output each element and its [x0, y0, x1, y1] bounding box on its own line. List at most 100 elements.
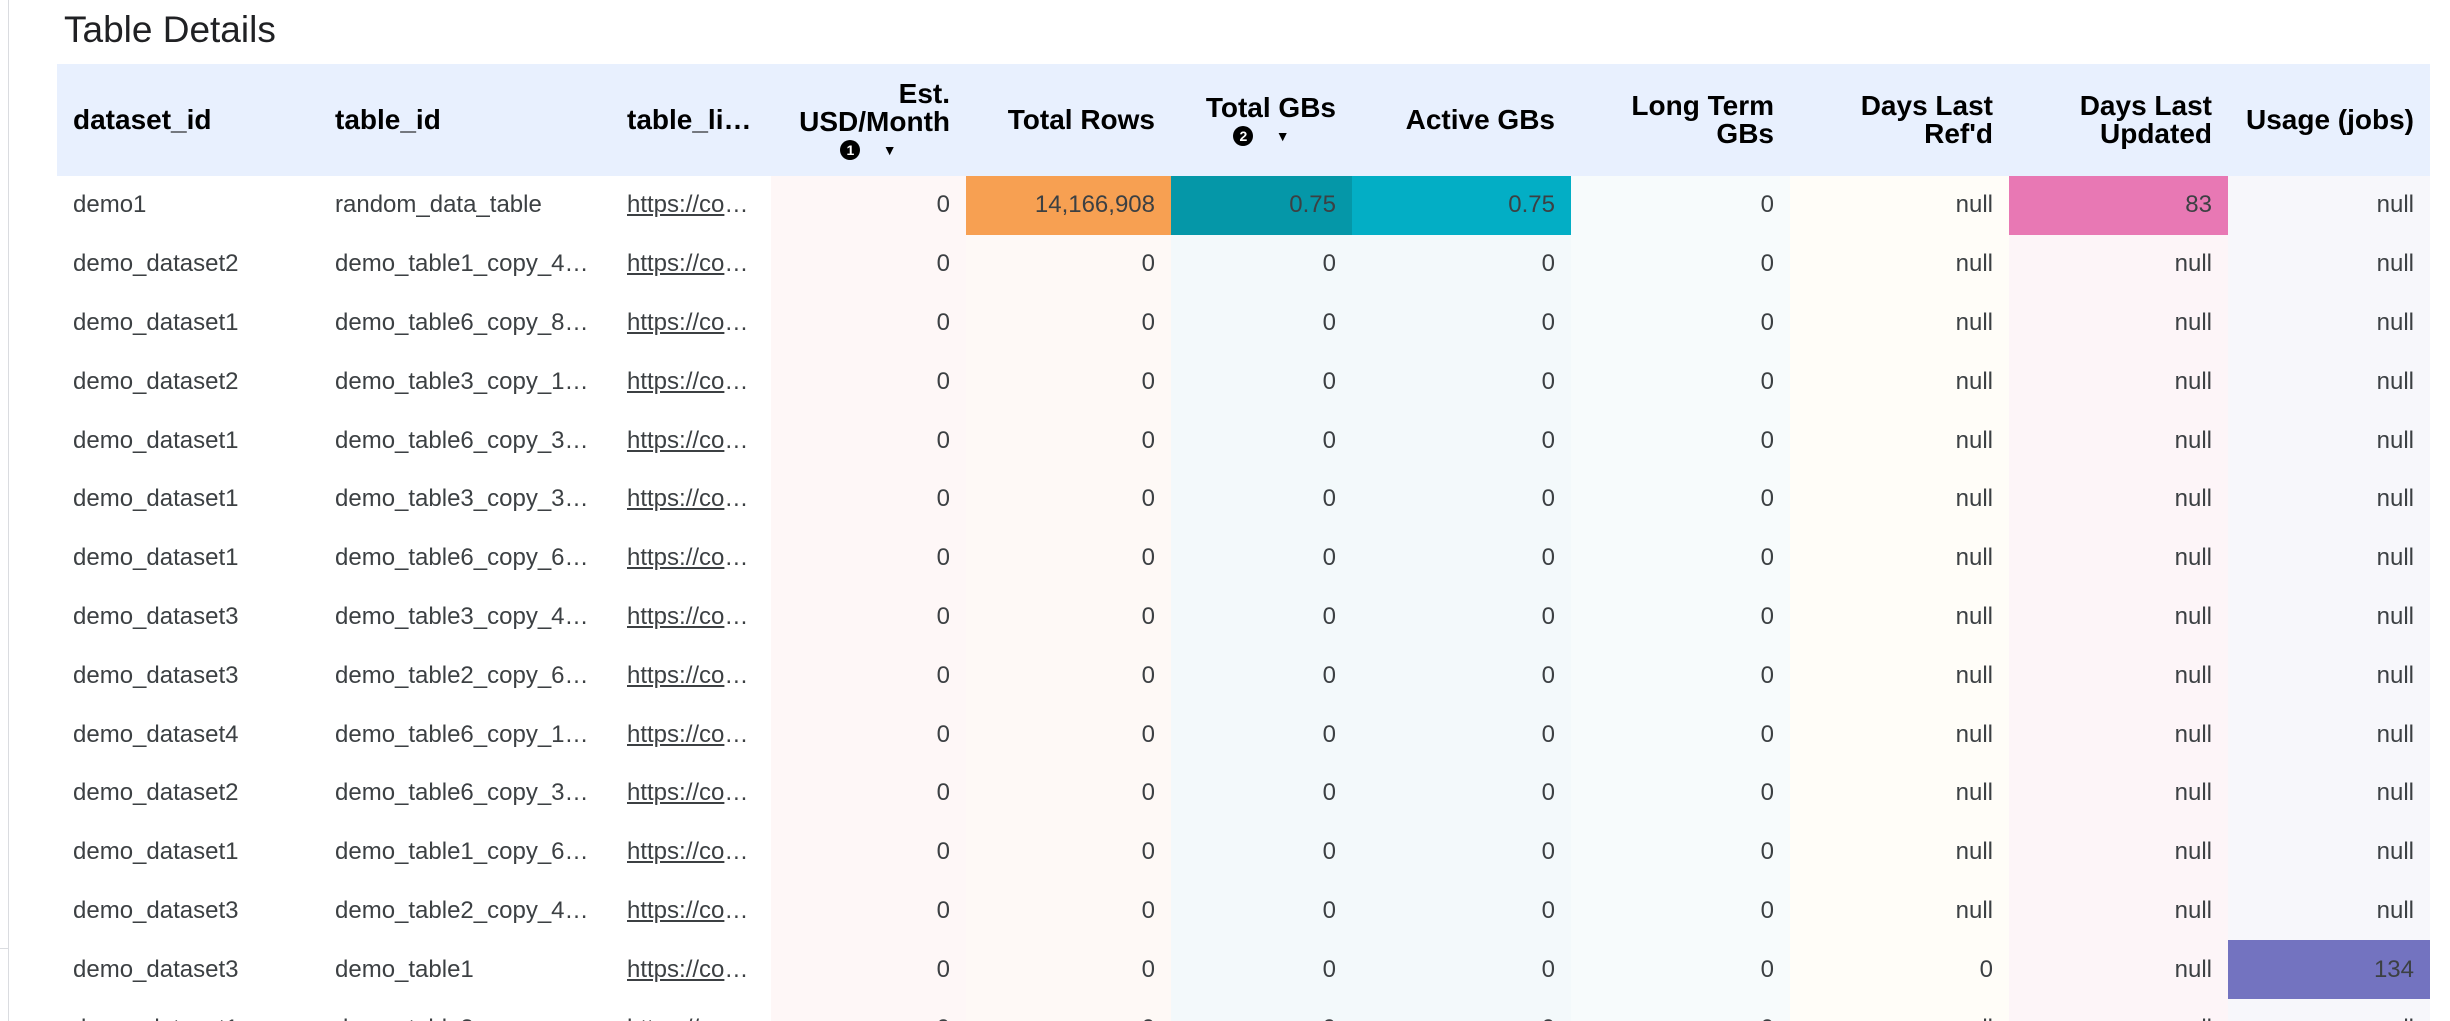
cell-table-link[interactable]: https://con… — [627, 250, 762, 278]
column-header-est-usd-month[interactable]: Est. USD/Month 1 ▼ — [771, 64, 966, 176]
table-row[interactable]: demo_dataset1 demo_table6_copy_6… https://… — [57, 528, 2430, 588]
cell-table-link[interactable]: https://con… — [627, 191, 762, 219]
cell-days-last-refd: null — [1790, 411, 2009, 470]
cell-days-last-refd: null — [1790, 234, 2009, 294]
cell-days-last-updated: null — [2009, 763, 2228, 823]
table-row[interactable]: demo_dataset1 demo_table6_copy_8… https://… — [57, 293, 2430, 353]
cell-dataset-id: demo_dataset4 — [73, 720, 239, 748]
column-header-usage-jobs[interactable]: Usage (jobs) — [2228, 64, 2430, 176]
cell-long-term-gbs: 0 — [1571, 587, 1790, 647]
column-header-total-gbs[interactable]: Total GBs 2 ▼ — [1171, 64, 1352, 176]
cell-active-gbs: 0 — [1352, 822, 1571, 882]
cell-long-term-gbs: 0 — [1571, 999, 1790, 1021]
table-row[interactable]: demo_dataset3 demo_table2_copy_6… https://… — [57, 646, 2430, 706]
cell-table-id: demo_table2_copy_4… — [335, 896, 589, 924]
column-header-days-last-updated[interactable]: Days Last Updated — [2009, 64, 2228, 176]
table-row[interactable]: demo_dataset1 demo_table3_copy_3… https://… — [57, 469, 2430, 529]
cell-table-link[interactable]: https://con… — [627, 602, 762, 630]
column-header-total-rows[interactable]: Total Rows — [966, 64, 1171, 176]
sort-order-badge-icon: 2 — [1233, 125, 1254, 146]
cell-total-gbs: 0 — [1171, 646, 1352, 706]
cell-long-term-gbs: 0 — [1571, 352, 1790, 412]
table-row[interactable]: demo_dataset3 demo_table1 https://con… 0 0 0 0… — [57, 940, 2430, 1000]
cell-est-usd-month: 0 — [771, 881, 966, 941]
cell-active-gbs: 0 — [1352, 999, 1571, 1021]
cell-days-last-refd: 0 — [1790, 940, 2009, 1000]
cell-table-link[interactable]: https://con… — [627, 955, 762, 983]
table-row[interactable]: demo_dataset2 demo_table1_copy_4… https://… — [57, 234, 2430, 294]
table-row[interactable]: demo_dataset1demo_table3https://con…0000… — [57, 999, 2430, 1021]
cell-table-id: demo_table6_copy_6… — [335, 544, 589, 572]
cell-usage-jobs: 134 — [2228, 940, 2430, 1000]
cell-table-link[interactable]: https://con… — [627, 544, 762, 572]
cell-table-id: random_data_table — [335, 191, 542, 219]
cell-long-term-gbs: 0 — [1571, 234, 1790, 294]
cell-active-gbs: 0 — [1352, 940, 1571, 1000]
cell-days-last-updated: null — [2009, 469, 2228, 529]
sort-indicator: 1 ▼ — [787, 139, 950, 160]
cell-est-usd-month: 0 — [771, 999, 966, 1021]
column-header-long-term-gbs[interactable]: Long Term GBs — [1571, 64, 1790, 176]
column-header-table-link[interactable]: table_link — [611, 64, 771, 176]
cell-table-link[interactable]: https://con… — [627, 896, 762, 924]
cell-total-gbs: 0 — [1171, 528, 1352, 588]
column-header-days-last-refd[interactable]: Days Last Ref'd — [1790, 64, 2009, 176]
cell-dataset-id: demo_dataset1 — [73, 308, 239, 336]
table-row[interactable]: demo_dataset4 demo_table6_copy_1… https://… — [57, 705, 2430, 764]
table-row[interactable]: demo_dataset3 demo_table3_copy_4… https://… — [57, 587, 2430, 647]
cell-total-gbs: 0 — [1171, 705, 1352, 764]
cell-table-id: demo_table3 — [319, 999, 611, 1021]
cell-active-gbs: 0 — [1352, 763, 1571, 823]
table-row[interactable]: demo_dataset1 demo_table1_copy_6… https://… — [57, 822, 2430, 882]
cell-table-link[interactable]: https://con… — [627, 426, 762, 454]
cell-est-usd-month: 0 — [771, 646, 966, 706]
cell-long-term-gbs: 0 — [1571, 293, 1790, 353]
cell-table-link[interactable]: https://con… — [627, 661, 762, 689]
cell-days-last-updated: null — [2009, 293, 2228, 353]
table-row[interactable]: demo_dataset3 demo_table2_copy_4… https://… — [57, 881, 2430, 941]
table-row[interactable]: demo_dataset1 demo_table6_copy_3… https://… — [57, 411, 2430, 470]
cell-est-usd-month: 0 — [771, 234, 966, 294]
cell-long-term-gbs: 0 — [1571, 881, 1790, 941]
cell-dataset-id: demo_dataset3 — [73, 896, 239, 924]
cell-total-rows: 0 — [966, 705, 1171, 764]
column-header-active-gbs[interactable]: Active GBs — [1352, 64, 1571, 176]
table-row[interactable]: demo_dataset2 demo_table6_copy_3… https://… — [57, 763, 2430, 823]
cell-usage-jobs: null — [2228, 293, 2430, 353]
cell-table-link[interactable]: https://con… — [627, 367, 762, 395]
cell-total-rows: 0 — [966, 528, 1171, 588]
cell-total-gbs: 0 — [1171, 469, 1352, 529]
cell-days-last-refd: null — [1790, 469, 2009, 529]
cell-usage-jobs: null — [2228, 234, 2430, 294]
cell-table-link[interactable]: https://con… — [627, 779, 762, 807]
cell-total-rows: 0 — [966, 822, 1171, 882]
cell-table-id: demo_table6_copy_8… — [335, 308, 589, 336]
cell-active-gbs: 0 — [1352, 469, 1571, 529]
caret-down-icon: ▼ — [882, 141, 897, 158]
cell-usage-jobs: null — [2228, 763, 2430, 823]
cell-active-gbs: 0 — [1352, 587, 1571, 647]
cell-total-rows: 0 — [966, 763, 1171, 823]
table-row[interactable]: demo_dataset2 demo_table3_copy_1… https://… — [57, 352, 2430, 412]
cell-table-link[interactable]: https://con… — [627, 308, 762, 336]
cell-total-gbs: 0 — [1171, 352, 1352, 412]
cell-table-link[interactable]: https://con… — [627, 838, 762, 866]
cell-days-last-updated: null — [2009, 940, 2228, 1000]
cell-total-rows: 0 — [966, 646, 1171, 706]
cell-dataset-id: demo_dataset1 — [73, 485, 239, 513]
cell-table-link[interactable]: https://con… — [627, 720, 762, 748]
cell-usage-jobs: null — [2228, 528, 2430, 588]
column-header-table-id[interactable]: table_id — [319, 64, 611, 176]
cell-dataset-id: demo_dataset3 — [73, 661, 239, 689]
cell-table-link[interactable]: https://con… — [611, 999, 771, 1021]
page-divider-tick — [0, 948, 9, 949]
table-row[interactable]: demo1 random_data_table https://con… 0 14,16… — [57, 176, 2430, 235]
cell-total-gbs: 0 — [1171, 587, 1352, 647]
column-header-dataset-id[interactable]: dataset_id — [57, 64, 319, 176]
cell-usage-jobs: null — [2228, 646, 2430, 706]
cell-days-last-updated: null — [2009, 646, 2228, 706]
cell-active-gbs: 0.75 — [1352, 176, 1571, 235]
cell-table-link[interactable]: https://con… — [627, 485, 762, 513]
cell-table-id: demo_table3_copy_4… — [335, 602, 589, 630]
